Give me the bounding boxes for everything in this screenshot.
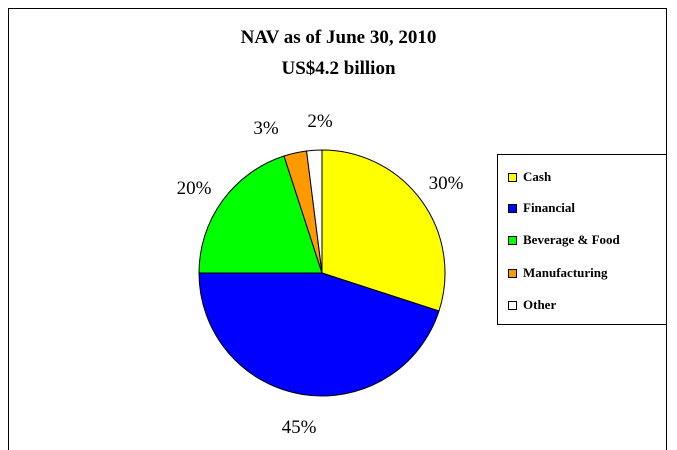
legend-item: Manufacturing xyxy=(508,265,608,281)
legend-item: Cash xyxy=(508,169,551,185)
legend-item: Other xyxy=(508,297,556,313)
legend-swatch xyxy=(508,203,517,213)
legend-item: Financial xyxy=(508,200,575,216)
data-label-financial: 45% xyxy=(282,417,317,438)
data-label-manufacturing: 3% xyxy=(253,118,279,139)
pie-slice-other xyxy=(306,149,323,274)
legend-item: Beverage & Food xyxy=(508,232,620,248)
legend-swatch xyxy=(508,172,517,182)
legend-swatch xyxy=(508,268,517,278)
legend-label: Beverage & Food xyxy=(523,232,620,247)
legend-label: Manufacturing xyxy=(523,265,608,280)
legend-label: Financial xyxy=(523,200,576,215)
pie-slice-financial xyxy=(198,272,440,397)
legend-swatch xyxy=(508,300,517,310)
legend-swatch xyxy=(508,235,517,245)
pie-slice-cash xyxy=(321,149,446,312)
chart-title: NAV as of June 30, 2010 xyxy=(240,27,437,48)
legend-label: Other xyxy=(523,297,557,312)
legend-label: Cash xyxy=(523,169,552,184)
chart-subtitle: US$4.2 billion xyxy=(281,58,396,79)
pie-slice-beverage-food xyxy=(198,155,323,274)
data-label-other: 2% xyxy=(307,111,333,132)
chart-legend: Cash Financial Beverage & Food Manufacturin… xyxy=(497,154,667,325)
data-label-beverage-food: 20% xyxy=(177,178,212,199)
data-label-cash: 30% xyxy=(429,173,464,194)
